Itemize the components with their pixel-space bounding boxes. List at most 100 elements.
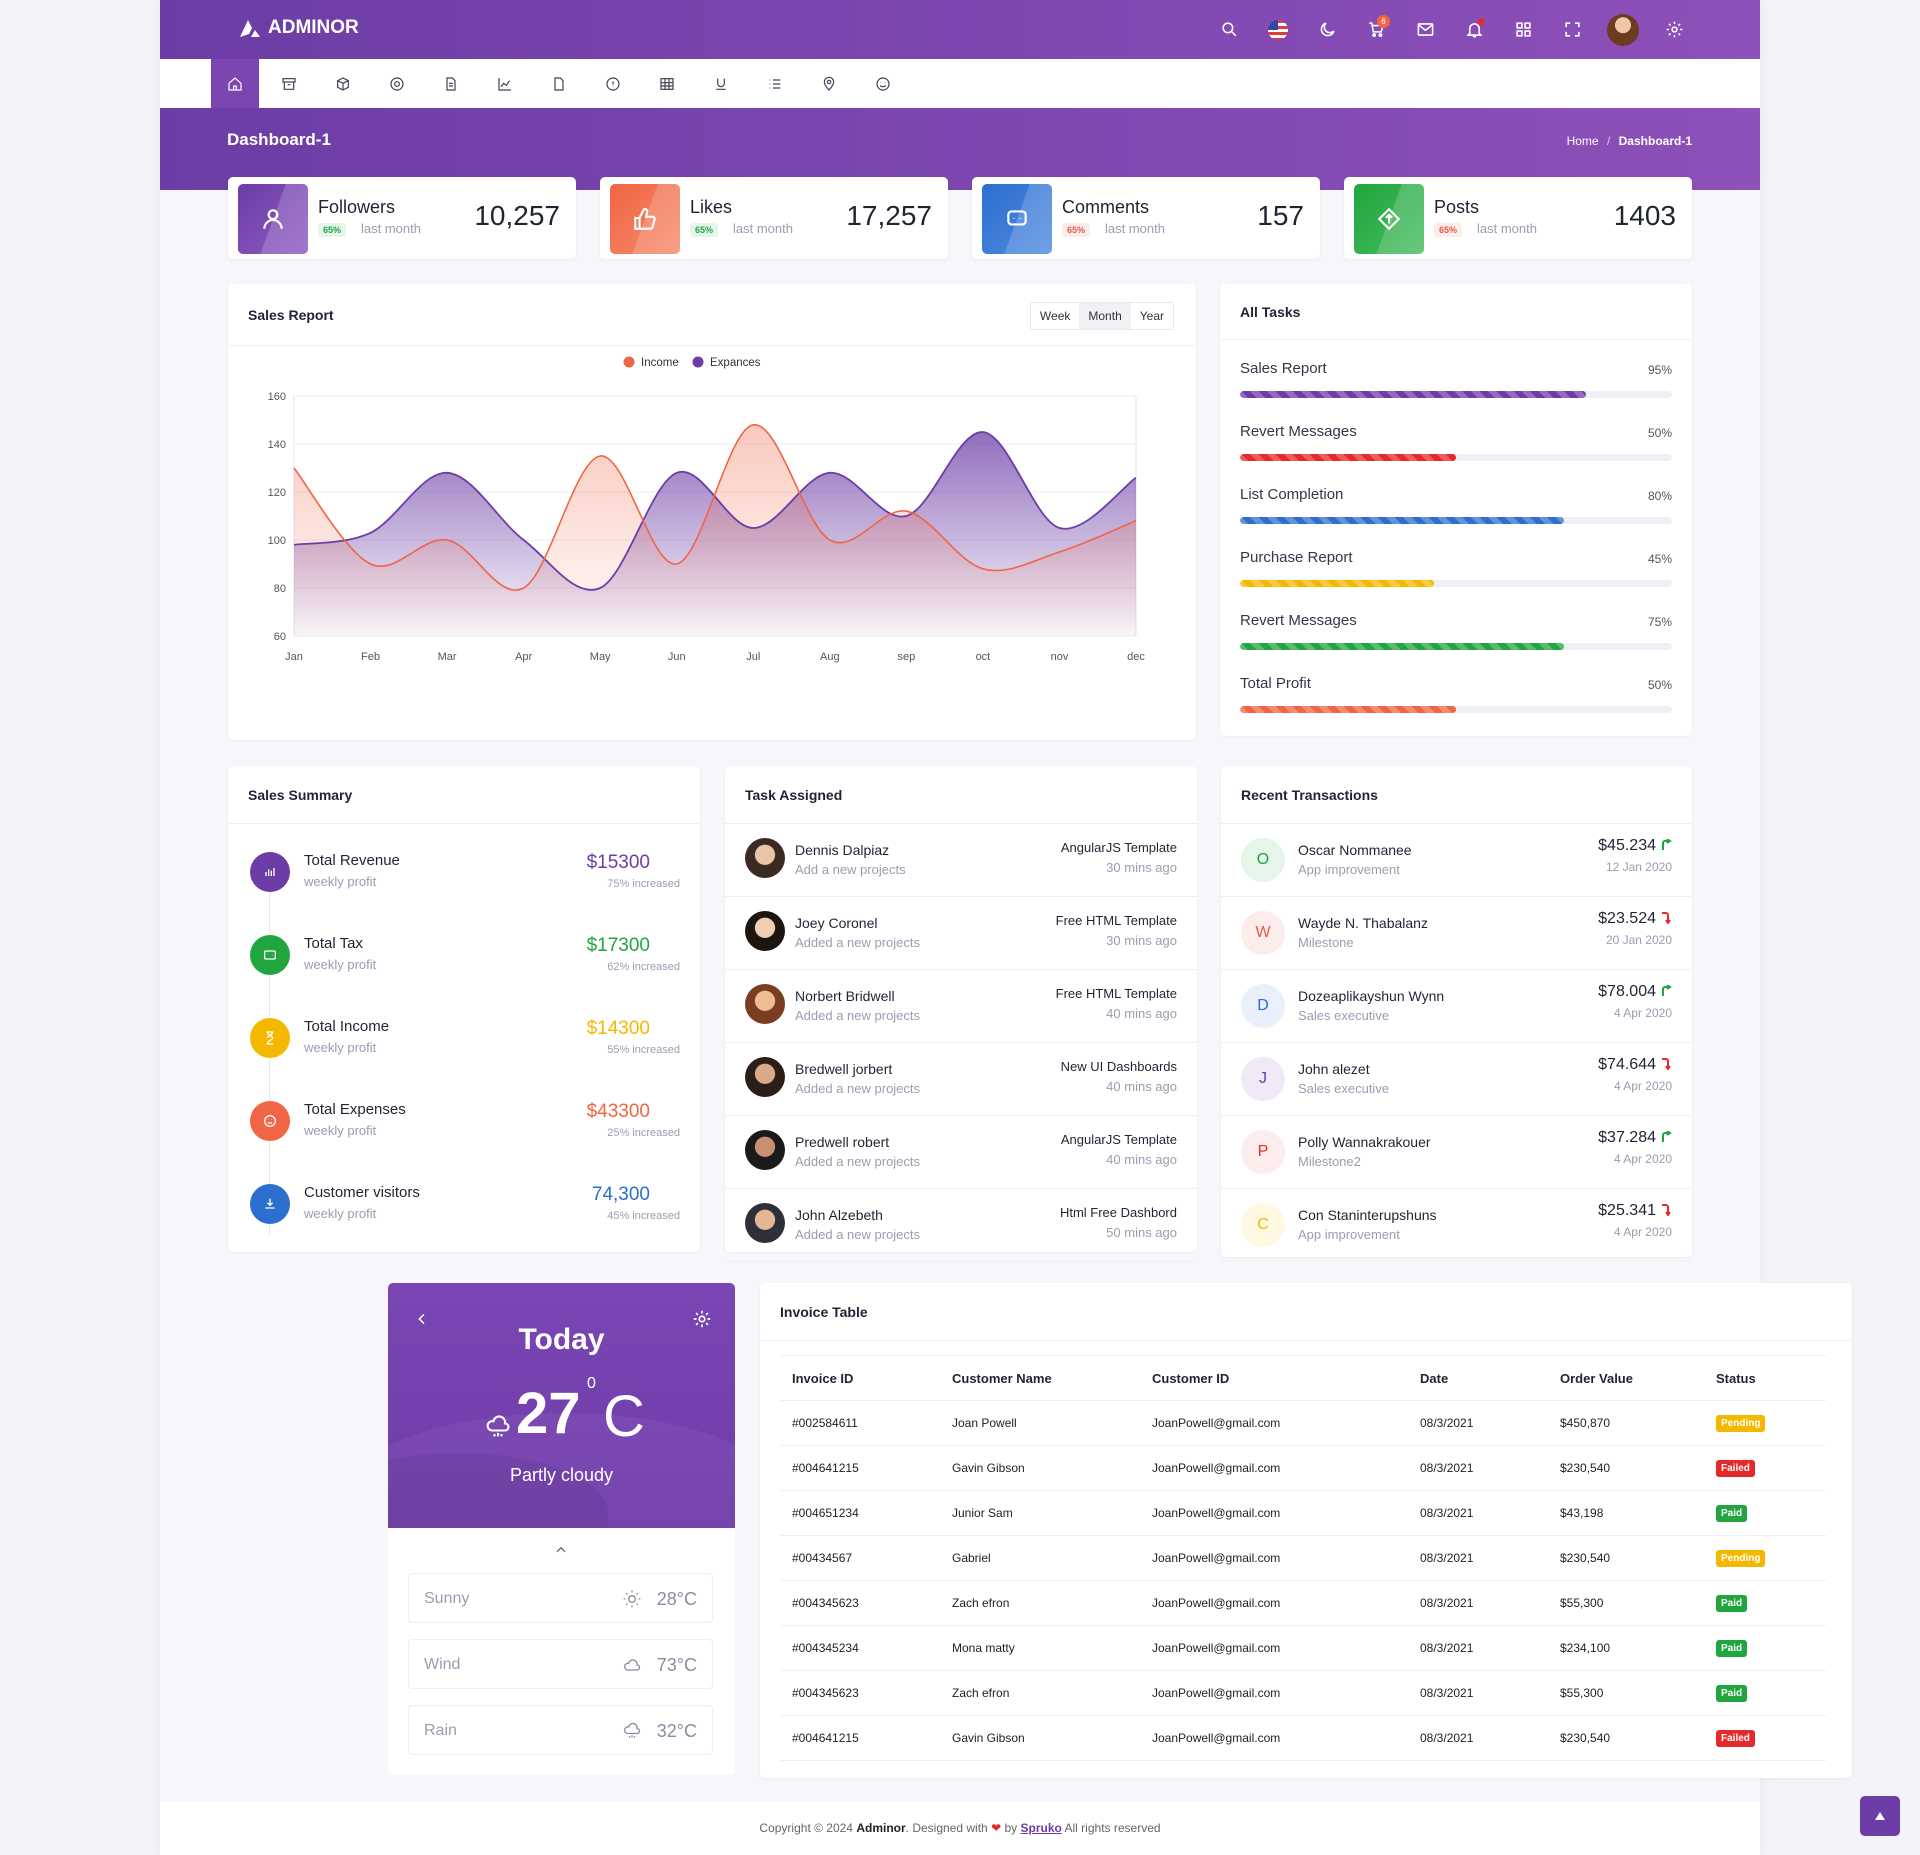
table-row[interactable]: #002584611 Joan Powell JoanPowell@gmail.co… <box>780 1400 1826 1446</box>
invoice-cell-status: Failed <box>1704 1445 1826 1491</box>
range-year-button[interactable]: Year <box>1139 309 1164 323</box>
summary-title: Total Revenue <box>304 852 400 869</box>
weather-hero: Today 27 0 C Partly cloudy <box>388 1283 735 1528</box>
stat-card-posts: Posts 65% last month 1403 <box>1344 177 1692 259</box>
user-avatar[interactable] <box>1607 13 1639 46</box>
mail-icon[interactable] <box>1411 16 1439 44</box>
transaction-name: Con Staninterupshuns <box>1298 1207 1437 1223</box>
fullscreen-icon[interactable] <box>1558 16 1586 44</box>
task-assigned-item[interactable]: Predwell robert Added a new projects Angul… <box>725 1116 1197 1189</box>
task-percent: 50% <box>1647 426 1672 440</box>
legend-label[interactable]: Expances <box>710 357 761 369</box>
weather-row-value: 28°C <box>656 1589 697 1609</box>
table-row[interactable]: #004345234 Mona matty JoanPowell@gmail.com… <box>780 1625 1826 1671</box>
stat-value: 10,257 <box>474 200 560 231</box>
language-flag-icon[interactable] <box>1264 16 1292 44</box>
task-assigned-item[interactable]: Joey Coronel Added a new projects Free HTM… <box>725 897 1197 970</box>
assignee-name: Bredwell jorbert <box>795 1061 893 1077</box>
table-row[interactable]: #00434567 Gabriel JoanPowell@gmail.com 08/3… <box>780 1535 1826 1581</box>
table-row[interactable]: #004641215 Gavin Gibson JoanPowell@gmail.c… <box>780 1715 1826 1761</box>
table-row[interactable]: #004641215 Gavin Gibson JoanPowell@gmail.c… <box>780 1445 1826 1491</box>
legend-label[interactable]: Income <box>641 357 679 369</box>
nav-underline-icon[interactable] <box>697 59 745 108</box>
task-progress-item: List Completion 80% <box>1240 486 1672 526</box>
back-to-top-button[interactable] <box>1860 1796 1900 1836</box>
transaction-item[interactable]: C Con Staninterupshuns App improvement $25.… <box>1221 1189 1692 1262</box>
nav-document-icon[interactable] <box>427 59 475 108</box>
assignee-name: Norbert Bridwell <box>795 988 895 1004</box>
task-assigned-item[interactable]: Dennis Dalpiaz Add a new projects AngularJ… <box>725 824 1197 897</box>
nav-chart-icon[interactable] <box>481 59 529 108</box>
nav-table-icon[interactable] <box>643 59 691 108</box>
nav-file-icon[interactable] <box>535 59 583 108</box>
invoice-cell-value: $234,100 <box>1548 1625 1704 1671</box>
invoice-cell-status: Pending <box>1704 1400 1826 1446</box>
summary-title: Total Expenses <box>304 1101 406 1118</box>
apps-grid-icon[interactable] <box>1509 16 1537 44</box>
weather-row-label: Wind <box>424 1656 461 1673</box>
task-progress-bar <box>1240 706 1672 713</box>
nav-chrome-icon[interactable] <box>373 59 421 108</box>
stat-period: last month <box>733 221 793 236</box>
legend-marker <box>623 356 635 368</box>
transaction-initial-avatar: D <box>1241 984 1285 1028</box>
footer-rights: All rights reserved <box>1064 1821 1161 1835</box>
task-project: New UI Dashboards <box>1060 1059 1177 1074</box>
card-title: Recent Transactions <box>1221 766 1692 824</box>
trend-up-icon <box>1662 1130 1672 1142</box>
footer-by: by <box>1004 1821 1018 1835</box>
task-time: 50 mins ago <box>1106 1225 1177 1240</box>
heart-icon: ❤ <box>991 1821 1002 1835</box>
nav-home-icon[interactable] <box>211 59 259 108</box>
chevron-left-icon[interactable] <box>414 1311 430 1327</box>
x-tick-label: Apr <box>515 651 532 663</box>
bell-icon[interactable] <box>1460 16 1488 44</box>
brand-logo[interactable]: ADMINOR <box>238 17 359 39</box>
weather-temperature: 27 <box>516 1381 581 1446</box>
invoice-cell-date: 08/3/2021 <box>1408 1535 1548 1581</box>
task-assigned-item[interactable]: Norbert Bridwell Added a new projects Free… <box>725 970 1197 1043</box>
moon-icon[interactable] <box>1313 16 1341 44</box>
footer-company-link[interactable]: Spruko <box>1020 1821 1062 1835</box>
nav-smile-icon[interactable] <box>859 59 907 108</box>
assignee-name: Predwell robert <box>795 1134 890 1150</box>
table-row[interactable]: #004345623 Zach efron JoanPowell@gmail.com… <box>780 1670 1826 1716</box>
transaction-amount: $25.341 <box>1598 1202 1656 1219</box>
invoice-cell-name: Junior Sam <box>940 1490 1140 1536</box>
task-assigned-title: Task Assigned <box>745 786 843 803</box>
transaction-amount: $74.644 <box>1598 1056 1656 1073</box>
table-row[interactable]: #004651234 Junior Sam JoanPowell@gmail.com… <box>780 1490 1826 1536</box>
settings-gear-icon[interactable] <box>1660 16 1688 44</box>
nav-box-icon[interactable] <box>319 59 367 108</box>
cart-icon[interactable]: 6 <box>1362 14 1390 44</box>
transaction-item[interactable]: J John alezet Sales executive $74.644 4 Apr … <box>1221 1043 1692 1116</box>
stat-value: 157 <box>1257 200 1304 231</box>
x-tick-label: sep <box>897 651 915 663</box>
transaction-item[interactable]: W Wayde N. Thabalanz Milestone $23.524 20 Ja… <box>1221 897 1692 970</box>
status-badge: Paid <box>1716 1594 1748 1612</box>
nav-list-icon[interactable] <box>751 59 799 108</box>
weather-row-label: Rain <box>424 1722 457 1739</box>
search-icon[interactable] <box>1215 16 1243 44</box>
task-assigned-item[interactable]: John Alzebeth Added a new projects Html Fr… <box>725 1189 1197 1262</box>
nav-info-icon[interactable] <box>589 59 637 108</box>
transaction-amount-wrap: $23.524 <box>1598 910 1672 928</box>
weather-settings-icon[interactable] <box>691 1308 713 1330</box>
chevron-up-icon[interactable] <box>554 1543 568 1557</box>
range-week-button[interactable]: Week <box>1039 309 1071 323</box>
task-assigned-item[interactable]: Bredwell jorbert Added a new projects New … <box>725 1043 1197 1116</box>
avatar <box>745 911 785 951</box>
range-month-button[interactable]: Month <box>1079 303 1131 329</box>
transaction-item[interactable]: O Oscar Nommanee App improvement $45.234 12 … <box>1221 824 1692 897</box>
breadcrumb-home-link[interactable]: Home <box>1566 134 1599 148</box>
summary-percent: 55% increased <box>607 1044 680 1056</box>
summary-subtitle: weekly profit <box>304 957 377 972</box>
transaction-item[interactable]: P Polly Wannakrakouer Milestone2 $37.284 4 A… <box>1221 1116 1692 1189</box>
table-row[interactable]: #004345623 Zach efron JoanPowell@gmail.com… <box>780 1580 1826 1626</box>
nav-archive-icon[interactable] <box>265 59 313 108</box>
transaction-item[interactable]: D Dozeaplikayshun Wynn Sales executive $78.… <box>1221 970 1692 1043</box>
invoice-cell-value: $55,300 <box>1548 1580 1704 1626</box>
stat-period: last month <box>361 221 421 236</box>
all-tasks-title: All Tasks <box>1240 303 1301 320</box>
nav-map-pin-icon[interactable] <box>805 59 853 108</box>
